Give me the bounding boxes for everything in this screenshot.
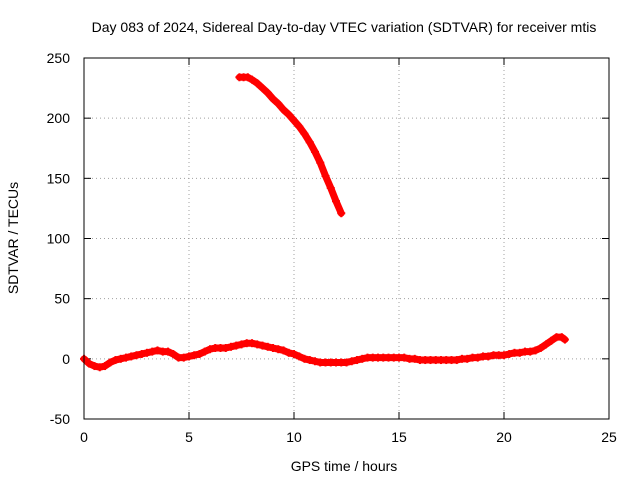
data-point [500, 351, 508, 360]
data-point [263, 88, 272, 97]
x-tick-label: 0 [80, 429, 88, 445]
x-tick-label: 20 [496, 429, 512, 445]
data-point [90, 362, 99, 371]
y-axis-label: SDTVAR / TECUs [5, 182, 21, 294]
data-point [326, 183, 335, 192]
x-axis-label: GPS time / hours [291, 458, 398, 474]
data-point [463, 354, 472, 363]
y-tick-label: 150 [47, 170, 71, 186]
data-point [305, 356, 314, 365]
y-tick-label: -50 [50, 411, 70, 427]
data-point [400, 353, 409, 362]
data-point [148, 347, 157, 356]
data-point [253, 79, 262, 88]
series-line [235, 73, 345, 217]
x-tick-label: 15 [391, 429, 407, 445]
data-point [484, 352, 493, 361]
data-point [195, 350, 204, 359]
data-point [243, 73, 252, 82]
data-point [473, 353, 482, 362]
data-point [536, 344, 545, 353]
y-tick-label: 0 [62, 351, 70, 367]
data-point [127, 352, 136, 361]
data-point [300, 129, 309, 138]
data-point [132, 351, 141, 360]
data-point [253, 340, 262, 349]
data-point [101, 362, 109, 371]
data-point [122, 353, 130, 362]
data-point [269, 344, 277, 353]
data-point [237, 340, 246, 349]
data-point [227, 342, 235, 351]
chart-title: Day 083 of 2024, Sidereal Day-to-day VTE… [92, 19, 597, 35]
data-point [200, 347, 209, 356]
data-point [284, 110, 293, 119]
data-point [269, 94, 277, 103]
data-point [284, 348, 293, 357]
data-point [248, 339, 256, 348]
data-point [515, 348, 524, 357]
data-point [263, 342, 272, 351]
data-point [279, 105, 288, 114]
data-point [311, 357, 319, 366]
data-point [526, 347, 535, 356]
data-point [206, 345, 214, 354]
y-tick-label: 100 [47, 231, 71, 247]
data-point [179, 353, 188, 362]
data-point [547, 336, 556, 345]
data-point [316, 158, 325, 167]
data-point [353, 356, 361, 365]
data-point [347, 357, 356, 366]
data-point [342, 358, 351, 367]
data-point [143, 348, 151, 357]
data-point [116, 354, 125, 363]
data-point [505, 350, 514, 359]
data-point [295, 352, 304, 361]
y-tick-label: 200 [47, 110, 71, 126]
data-point [311, 147, 319, 156]
data-point [190, 351, 199, 360]
x-tick-label: 5 [185, 429, 193, 445]
data-point [248, 75, 256, 84]
data-point [137, 350, 146, 359]
tick-labels: 0 5 10 15 20 25 -50 0 50 100 150 200 250 [47, 50, 617, 445]
data-point [274, 99, 283, 108]
data-point [185, 352, 193, 361]
x-tick-label: 25 [601, 429, 617, 445]
data-point [337, 209, 346, 218]
data-point [290, 116, 298, 125]
data-point [258, 84, 267, 93]
data-point [452, 356, 461, 365]
data-point [410, 354, 419, 363]
data-point [358, 354, 367, 363]
data-point [232, 341, 241, 350]
data-point [300, 354, 309, 363]
data-point [332, 197, 340, 206]
data-point [221, 344, 230, 353]
data-point [106, 358, 115, 367]
data-point [542, 340, 550, 349]
data-point [274, 345, 283, 354]
x-tick-label: 10 [286, 429, 302, 445]
data-point [111, 356, 120, 365]
data-point [560, 335, 569, 344]
data-point [258, 341, 267, 350]
data-series [80, 73, 569, 372]
data-point [95, 363, 104, 372]
data-point [531, 346, 540, 355]
data-point [164, 347, 172, 356]
data-point [305, 138, 314, 147]
data-point [85, 359, 94, 368]
data-point [295, 122, 304, 131]
y-tick-label: 50 [54, 291, 70, 307]
data-point [153, 346, 162, 355]
data-point [321, 171, 330, 180]
data-point [169, 350, 178, 359]
y-tick-label: 250 [47, 50, 71, 66]
plot-frame [83, 57, 610, 420]
data-point [279, 346, 288, 355]
data-point [290, 350, 298, 359]
